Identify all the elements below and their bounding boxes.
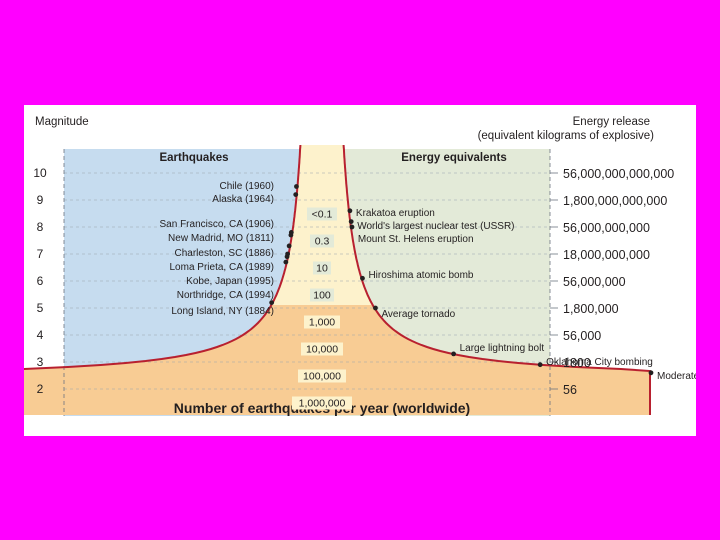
earthquake-label: San Francisco, CA (1906) xyxy=(160,219,275,230)
magnitude-tick-label: 8 xyxy=(37,220,44,234)
energy-event-label: World's largest nuclear test (USSR) xyxy=(357,221,514,232)
energy-tick-label: 56 xyxy=(563,383,577,397)
earthquake-point xyxy=(283,259,289,265)
earthquake-point xyxy=(293,192,299,197)
count-label-background xyxy=(292,396,352,410)
magnitude-tick-label: 3 xyxy=(37,355,44,369)
count-label-background xyxy=(301,342,343,356)
earthquake-label: Loma Prieta, CA (1989) xyxy=(170,262,275,273)
energy-tick-label: 56,000 xyxy=(563,329,601,343)
energy-event-point xyxy=(349,224,355,230)
count-label-background xyxy=(304,315,340,329)
earthquake-count-label: <0.1 xyxy=(312,209,333,221)
energy-panel-title: Energy equivalents xyxy=(401,152,506,164)
earthquake-point xyxy=(294,184,299,189)
magnitude-tick-label: 5 xyxy=(37,301,44,315)
earthquake-count-label: 1,000,000 xyxy=(299,398,346,410)
count-label-background xyxy=(298,369,346,383)
energy-tick-label: 1800 xyxy=(563,356,591,370)
count-label-background xyxy=(310,234,334,248)
earthquake-label: Charleston, SC (1886) xyxy=(175,248,275,259)
earthquake-count-label: 100,000 xyxy=(303,371,341,383)
earthquake-count-label: 100 xyxy=(313,290,331,302)
energy-event-label: Hiroshima atomic bomb xyxy=(368,270,473,281)
energy-tick-label: 1,800,000,000,000 xyxy=(563,194,667,208)
magnitude-tick-label: 2 xyxy=(37,382,44,396)
energy-event-label: Mount St. Helens eruption xyxy=(358,234,474,245)
earthquake-label: Chile (1960) xyxy=(220,181,274,192)
magnitude-tick-label: 6 xyxy=(37,274,44,288)
energy-event-point xyxy=(360,275,365,281)
energy-event-label: Average tornado xyxy=(381,309,455,320)
magnitude-tick-label: 4 xyxy=(37,328,44,342)
energy-event-point xyxy=(451,351,457,357)
right-axis-subtitle: (equivalent kilograms of explosive) xyxy=(478,130,655,142)
energy-event-point xyxy=(537,362,543,368)
earthquakes-panel-title: Earthquakes xyxy=(159,152,228,164)
magnitude-tick-label: 7 xyxy=(37,247,44,261)
earthquake-count-label: 1,000 xyxy=(309,317,335,329)
earthquake-label: Kobe, Japan (1995) xyxy=(186,276,274,287)
earthquake-point xyxy=(284,254,290,260)
energy-event-label: Large lightning bolt xyxy=(460,343,545,354)
energy-event-point xyxy=(373,305,378,311)
earthquake-count-label: 10 xyxy=(316,263,328,275)
earthquake-label: New Madrid, MO (1811) xyxy=(168,233,274,244)
earthquake-label: Alaska (1964) xyxy=(212,194,274,205)
earthquake-point xyxy=(288,232,294,238)
magnitude-energy-diagram: Magnitude Energy release (equivalent kil… xyxy=(24,116,696,416)
energy-tick-label: 56,000,000 xyxy=(563,275,626,289)
earthquake-count-label: 10,000 xyxy=(306,344,338,356)
magnitude-tick-label: 9 xyxy=(37,193,44,207)
energy-tick-label: 18,000,000,000 xyxy=(563,248,650,262)
energy-tick-label: 1,800,000 xyxy=(563,302,619,316)
curve-left-boundary xyxy=(24,144,302,370)
energy-event-point xyxy=(348,219,354,224)
figure-panel: Magnitude Energy release (equivalent kil… xyxy=(24,105,696,436)
count-gradient-light-fill xyxy=(24,145,650,415)
earthquake-label: Northridge, CA (1994) xyxy=(177,290,274,301)
magnitude-tick-label: 10 xyxy=(33,166,47,180)
right-axis-title: Energy release xyxy=(573,116,650,128)
count-label-background xyxy=(310,288,334,302)
energy-event-point xyxy=(648,370,654,376)
energy-event-label: Moderate lightning bolt xyxy=(657,371,696,382)
earthquake-label: Long Island, NY (1884) xyxy=(171,306,274,317)
energy-event-label: Oklahoma City bombing xyxy=(546,357,653,368)
count-label-background xyxy=(313,261,331,275)
energy-tick-label: 56,000,000,000,000 xyxy=(563,167,674,181)
energy-event-point xyxy=(347,208,353,214)
energy-tick-label: 56,000,000,000 xyxy=(563,221,650,235)
energy-event-label: Krakatoa eruption xyxy=(356,208,435,219)
count-gradient-dark-fill xyxy=(24,305,650,415)
count-label-background xyxy=(307,207,337,221)
earthquake-point xyxy=(269,300,275,305)
left-axis-title: Magnitude xyxy=(35,116,89,128)
earthquake-count-label: 0.3 xyxy=(315,236,330,248)
earthquake-point xyxy=(286,243,292,249)
